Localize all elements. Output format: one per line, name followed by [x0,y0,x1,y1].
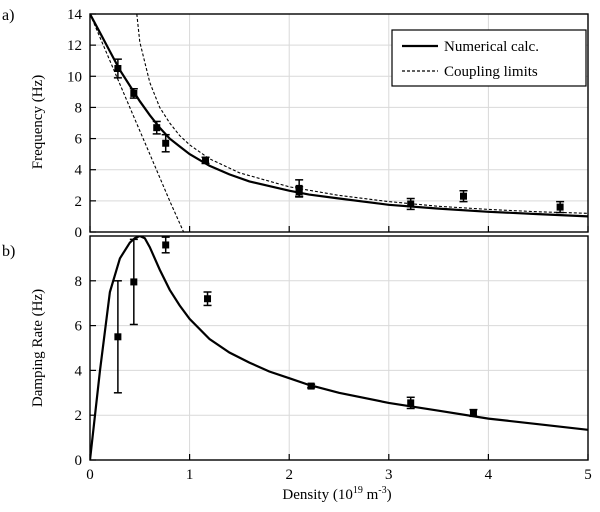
panel-a-data-point [130,89,138,97]
panel-b-data-point [204,295,212,303]
panel-a-data-point [153,124,161,132]
panel-a-frame [89,13,589,233]
panel-a-y-tick-label: 8 [75,100,83,116]
panel-b-x-tick-label: 0 [86,467,94,483]
panel-b-x-tick-label: 1 [186,467,194,483]
panel-b-y-tick-label: 8 [75,274,83,290]
panel-a-y-tick-label: 6 [75,132,83,148]
panel-a-y-axis-label: Frequency (Hz) [30,75,46,170]
panel-b-y-axis-label: Damping Rate (Hz) [30,289,46,407]
panel-a-coupling-limit-curve [90,14,185,232]
panel-b-data-point [130,278,138,286]
panel-b-numerical-curve [90,236,588,460]
panel-a-y-tick-label: 10 [67,69,82,85]
panel-b-y-tick-label: 6 [75,319,83,335]
panel-b-data-point [469,409,477,417]
panel-b-x-tick-label: 5 [584,467,592,483]
legend-item-coupling: Coupling limits [444,64,538,80]
panel-a-label: a) [2,7,14,24]
panel-a-data-point [202,156,210,164]
panel-b-data-point [114,333,122,341]
panel-a-coupling-limit-curve [136,14,588,214]
panel-a-data-point [114,65,122,72]
panel-a-data-point [162,139,170,147]
panel-b-label: b) [2,243,15,260]
panel-a-data-point [407,200,415,208]
panel-a-y-tick-label: 0 [75,225,83,241]
panel-b-data-point [307,382,315,390]
panel-b-x-tick-label: 3 [385,467,393,483]
panel-a-y-tick-label: 2 [75,194,83,210]
panel-b-y-tick-label: 0 [75,453,83,469]
panel-b-frame [89,235,589,461]
panel-a-plot: 0 2 4 6 8 10 12 14 [67,7,589,241]
panel-b-plot: 0 2 4 6 8 0 1 2 3 4 5 [75,235,592,483]
panel-a-y-tick-label: 4 [75,163,83,179]
panel-a-data-point [295,188,303,196]
panel-a-y-tick-label: 12 [67,38,82,54]
panel-b-y-tick-label: 2 [75,408,83,424]
panel-b-data-point [407,399,415,407]
panel-a-data-point [460,192,467,200]
legend-item-numerical: Numerical calc. [444,39,539,55]
panel-b-x-tick-label: 2 [285,467,293,483]
panel-a-numerical-curve [90,14,588,218]
panel-b-x-tick-label: 4 [485,467,493,483]
legend: Numerical calc. Coupling limits [391,29,587,87]
panel-b-data-point [162,241,170,249]
panel-a-y-tick-label: 14 [67,7,83,23]
panel-b-y-tick-label: 4 [75,363,83,379]
x-axis-label: Density (1019 m-3) [282,485,391,503]
legend-box [391,29,587,87]
panel-a-data-point [556,203,564,211]
